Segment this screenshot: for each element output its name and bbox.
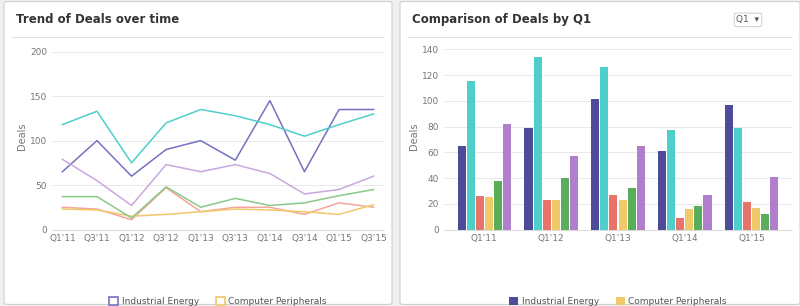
Text: Trend of Deals over time: Trend of Deals over time (16, 13, 179, 26)
Bar (658, 151, 666, 230)
Bar (686, 209, 694, 230)
Bar (485, 197, 493, 230)
Bar (534, 57, 542, 230)
Bar (676, 218, 685, 230)
Bar (694, 206, 702, 230)
Text: Comparison of Deals by Q1: Comparison of Deals by Q1 (412, 13, 591, 26)
Bar (494, 181, 502, 230)
Bar (551, 200, 560, 230)
Bar (770, 177, 778, 230)
Legend: Industrial Energy, Medical Equipment, Electronic Devices, Computer Peripherals, : Industrial Energy, Medical Equipment, El… (506, 294, 730, 306)
Bar (502, 124, 510, 230)
Bar (637, 146, 645, 230)
Y-axis label: Deals: Deals (409, 122, 419, 150)
Text: Q1  ▾: Q1 ▾ (737, 15, 759, 24)
Bar (466, 81, 474, 230)
Bar (762, 214, 770, 230)
Y-axis label: Deals: Deals (17, 122, 27, 150)
Bar (743, 203, 751, 230)
Bar (618, 200, 626, 230)
Bar (561, 178, 569, 230)
Bar (667, 130, 675, 230)
Bar (610, 195, 618, 230)
Bar (752, 207, 760, 230)
Bar (726, 105, 734, 230)
Bar (591, 99, 599, 230)
Legend: Industrial Energy, Medical Equipment, Electronic Devices, Computer Peripherals, : Industrial Energy, Medical Equipment, El… (106, 294, 330, 306)
Bar (734, 128, 742, 230)
Bar (627, 188, 635, 230)
Bar (570, 156, 578, 230)
Bar (601, 67, 609, 230)
Bar (476, 196, 484, 230)
Bar (458, 146, 466, 230)
Bar (542, 200, 550, 230)
Bar (703, 195, 711, 230)
Bar (525, 128, 533, 230)
